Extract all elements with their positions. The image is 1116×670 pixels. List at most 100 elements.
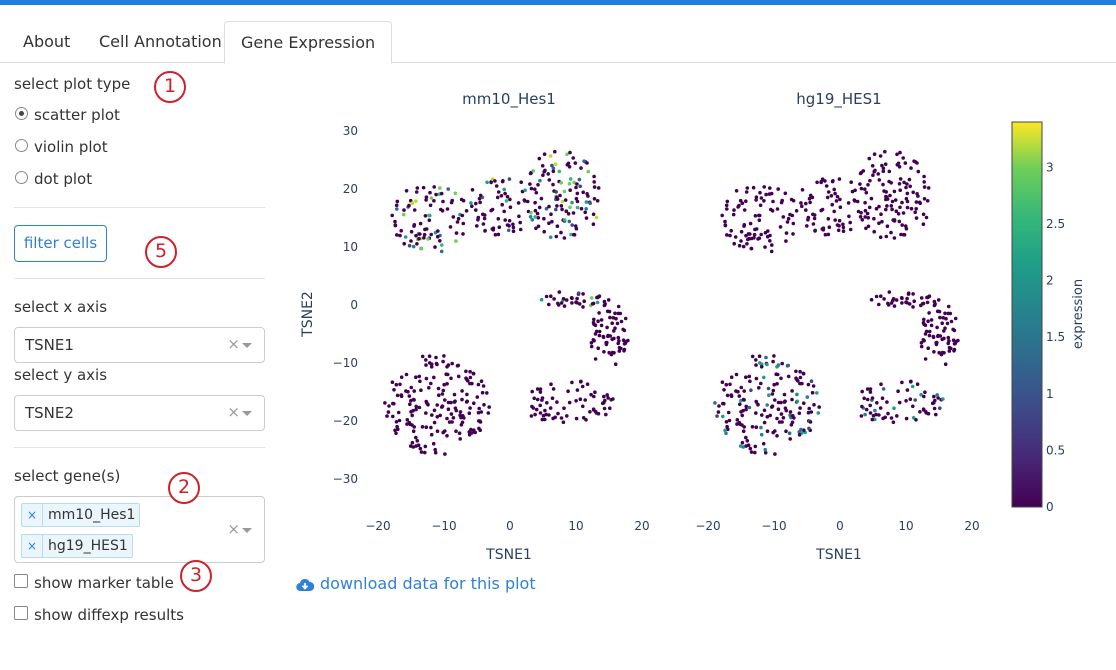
radio-scatter-plot[interactable] — [15, 107, 28, 120]
remove-chip-icon[interactable]: × — [22, 504, 43, 526]
scatter-point — [395, 199, 400, 204]
scatter-point — [802, 428, 806, 433]
download-link-text[interactable]: download data for this plot — [320, 574, 536, 593]
panel-title: hg19_HES1 — [796, 90, 881, 109]
genes-clear-icon[interactable]: × — [227, 520, 240, 538]
scatter-point — [545, 401, 549, 405]
tab-gene-expression[interactable]: Gene Expression — [224, 21, 393, 64]
scatter-point — [807, 406, 811, 411]
scatter-point — [445, 382, 449, 386]
scatter-point — [504, 199, 509, 203]
radio-dot-plot-label[interactable]: dot plot — [34, 170, 93, 188]
scatter-point — [776, 363, 781, 367]
y-axis-select[interactable]: TSNE2 × — [14, 395, 265, 431]
scatter-point — [409, 229, 414, 234]
marker-table-checkbox[interactable] — [14, 574, 28, 588]
scatter-point — [592, 197, 597, 201]
tab-cell-annotation[interactable]: Cell Annotation — [99, 32, 222, 51]
radio-violin-plot[interactable] — [15, 139, 28, 152]
scatter-point — [606, 396, 610, 400]
scatter-point — [891, 420, 896, 425]
filter-cells-button[interactable]: filter cells — [14, 225, 107, 262]
scatter-point — [725, 233, 729, 237]
scatter-point — [737, 203, 741, 208]
marker-table-label[interactable]: show marker table — [34, 574, 174, 592]
scatter-point — [869, 297, 874, 302]
scatter-point — [927, 311, 931, 315]
scatter-point — [895, 414, 899, 418]
radio-violin-plot-label[interactable]: violin plot — [34, 138, 108, 156]
scatter-point — [880, 163, 884, 168]
genes-select[interactable]: × mm10_Hes1 × hg19_HES1 × — [14, 496, 265, 563]
scatter-point — [863, 200, 867, 205]
scatter-point — [913, 210, 917, 215]
scatter-point — [466, 379, 470, 383]
gene-chip[interactable]: × hg19_HES1 — [21, 534, 133, 558]
scatter-point — [535, 211, 540, 216]
x-axis-value: TSNE1 — [25, 336, 74, 354]
x-axis-select[interactable]: TSNE1 × — [14, 327, 265, 363]
diffexp-label[interactable]: show diffexp results — [34, 606, 184, 624]
scatter-point — [888, 193, 892, 198]
scatter-point — [877, 413, 881, 417]
scatter-point — [881, 169, 886, 174]
x-axis-clear-icon[interactable]: × — [227, 335, 240, 353]
scatter-point — [424, 195, 429, 199]
scatter-point — [541, 173, 545, 177]
radio-dot-plot[interactable] — [15, 171, 28, 184]
scatter-point — [779, 376, 783, 381]
scatter-point — [536, 183, 540, 187]
x-tick-label: 20 — [964, 519, 979, 533]
scatter-point — [436, 386, 441, 391]
scatter-point — [449, 412, 454, 416]
scatter-point — [904, 399, 908, 403]
scatter-point — [430, 413, 434, 417]
tab-about[interactable]: About — [23, 32, 71, 51]
scatter-point — [416, 443, 421, 448]
chevron-down-icon[interactable] — [242, 411, 252, 416]
scatter-point — [729, 228, 733, 233]
scatter-point — [555, 204, 559, 208]
scatter-point — [605, 309, 610, 314]
scatter-point — [745, 186, 750, 190]
scatter-point — [396, 427, 400, 432]
chevron-down-icon[interactable] — [242, 528, 252, 533]
gene-chip[interactable]: × mm10_Hes1 — [21, 503, 141, 527]
scatter-point — [729, 393, 734, 397]
scatter-point — [589, 296, 594, 300]
scatter-point — [387, 404, 391, 408]
scatter-point — [776, 187, 780, 191]
scatter-point — [884, 190, 888, 194]
scatter-point — [383, 401, 387, 405]
diffexp-checkbox[interactable] — [14, 606, 28, 620]
scatter-point — [431, 441, 436, 446]
scatter-point — [502, 187, 506, 192]
scatter-point — [790, 213, 795, 218]
scatter-point — [795, 392, 799, 397]
scatter-point — [528, 215, 533, 219]
scatter-point — [547, 178, 552, 182]
radio-scatter-plot-label[interactable]: scatter plot — [34, 106, 120, 124]
chevron-down-icon[interactable] — [242, 343, 252, 348]
y-axis-clear-icon[interactable]: × — [227, 403, 240, 421]
scatter-point — [794, 376, 798, 381]
scatter-point — [422, 232, 427, 237]
scatter-point — [953, 316, 958, 321]
scatter-point — [424, 425, 429, 430]
scatter-point — [559, 181, 563, 185]
remove-chip-icon[interactable]: × — [22, 535, 43, 557]
scatter-point — [775, 416, 779, 421]
scatter-point — [479, 410, 484, 414]
scatter-point — [565, 414, 569, 418]
scatter-point — [540, 396, 545, 400]
scatter-point — [449, 376, 453, 381]
scatter-point — [489, 180, 493, 185]
scatter-point — [729, 375, 734, 380]
scatter-point — [725, 199, 730, 204]
scatter-point — [922, 317, 926, 322]
download-link[interactable]: download data for this plot — [296, 574, 536, 593]
scatter-point — [804, 201, 808, 206]
scatter-point — [784, 231, 789, 235]
scatter-point — [424, 198, 428, 202]
scatter-point — [542, 152, 547, 156]
